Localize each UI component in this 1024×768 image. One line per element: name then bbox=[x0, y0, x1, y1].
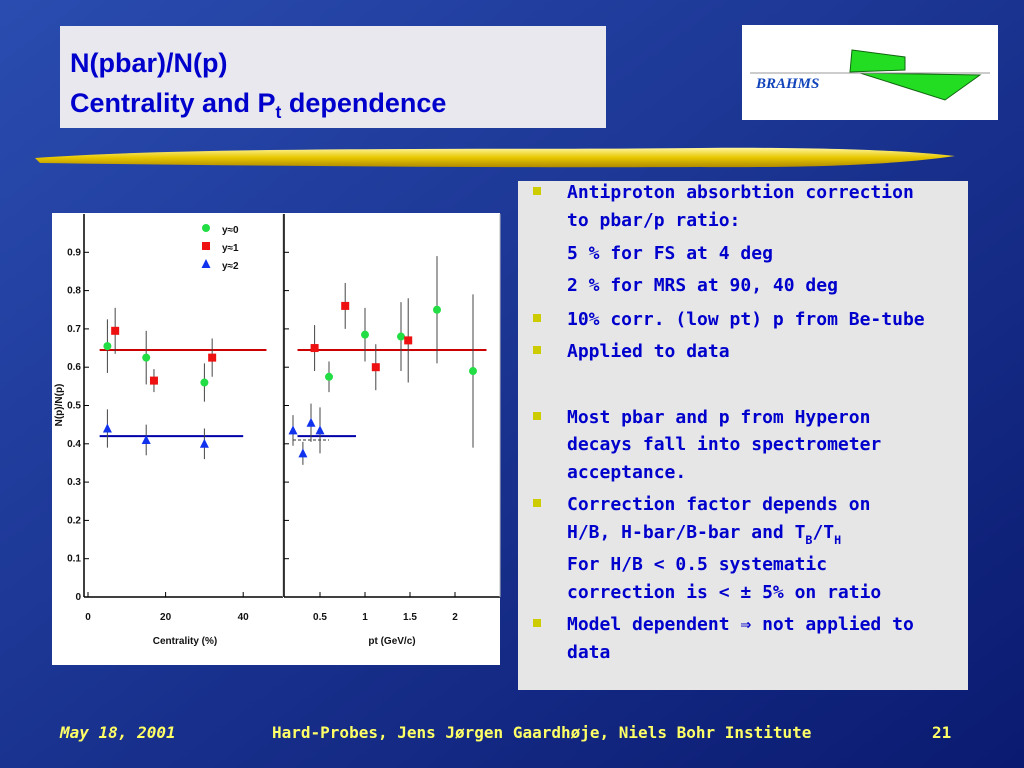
bullet-text: correction is < ± 5% on ratio bbox=[567, 582, 881, 603]
bullet-text: 5 % for FS at 4 deg bbox=[567, 243, 773, 264]
bullet-text: Antiproton absorbtion correction bbox=[567, 182, 914, 203]
x-axis-label: pt (GeV/c) bbox=[368, 636, 415, 647]
y-tick-label: 0.1 bbox=[67, 554, 81, 565]
x-tick-label: 20 bbox=[160, 612, 172, 623]
bullet-list: Antiproton absorbtion correction to pbar/… bbox=[533, 182, 925, 663]
logo-wedge bbox=[849, 49, 906, 73]
bullet-text: Most pbar and p from Hyperon bbox=[567, 407, 870, 428]
x-tick-label: 1.5 bbox=[403, 612, 417, 623]
marker bbox=[298, 448, 308, 458]
bullet-square bbox=[533, 346, 541, 354]
bullet-text: H/B, H-bar/B-bar and TB/TH bbox=[567, 522, 841, 547]
footer-page: 21 bbox=[932, 723, 951, 742]
marker bbox=[325, 372, 333, 381]
title-part: Centrality and P bbox=[70, 88, 276, 118]
bullet-text: Applied to data bbox=[567, 341, 730, 362]
bullet-text: acceptance. bbox=[567, 462, 686, 483]
bullet-text: data bbox=[567, 642, 610, 663]
legend-marker bbox=[202, 242, 210, 250]
y-tick-label: 0.2 bbox=[67, 515, 81, 526]
marker bbox=[102, 423, 112, 433]
bullet-text: 2 % for MRS at 90, 40 deg bbox=[567, 275, 838, 296]
title-part: dependence bbox=[281, 88, 446, 118]
marker bbox=[361, 330, 369, 339]
marker bbox=[142, 353, 151, 362]
bullet-part: H/B, H-bar/B-bar and T bbox=[567, 522, 806, 543]
x-tick-label: 2 bbox=[452, 612, 458, 623]
y-tick-label: 0.3 bbox=[67, 477, 81, 488]
bullet-text: Correction factor depends on bbox=[567, 494, 870, 515]
marker bbox=[208, 353, 217, 362]
marker bbox=[149, 376, 158, 385]
y-axis-label: N(p)/N(p) bbox=[54, 384, 65, 427]
footer-date: May 18, 2001 bbox=[59, 723, 176, 742]
marker bbox=[141, 434, 151, 444]
figure: 00.10.20.30.40.50.60.70.80.9N(p)/N(p)0 20… bbox=[54, 214, 501, 647]
x-tick-label: 40 bbox=[238, 612, 250, 623]
bullet-square bbox=[533, 187, 541, 195]
x-tick-label: 0 bbox=[85, 612, 91, 623]
y-tick-label: 0.6 bbox=[67, 362, 81, 373]
y-tick-label: 0.7 bbox=[67, 324, 81, 335]
marker bbox=[111, 326, 120, 335]
marker bbox=[310, 344, 319, 353]
bullet-part: B bbox=[805, 533, 812, 547]
legend-label: y≈2 bbox=[222, 261, 239, 272]
marker bbox=[433, 305, 441, 314]
bullet-square bbox=[533, 314, 541, 322]
bullet-square bbox=[533, 619, 541, 627]
marker bbox=[199, 438, 209, 448]
marker bbox=[200, 378, 209, 387]
legend-label: y≈0 bbox=[222, 225, 239, 236]
y-tick-label: 0.9 bbox=[67, 247, 81, 258]
bullet-text: For H/B < 0.5 systematic bbox=[567, 554, 827, 575]
y-tick-label: 0.4 bbox=[67, 439, 81, 450]
bullet-part: H bbox=[834, 533, 841, 547]
x-tick-label: 0.5 bbox=[313, 612, 327, 623]
marker bbox=[288, 425, 298, 435]
y-tick-label: 0.5 bbox=[67, 401, 81, 412]
marker bbox=[341, 301, 350, 310]
marker bbox=[103, 342, 112, 351]
marker bbox=[306, 417, 316, 427]
title-part: t bbox=[276, 102, 282, 122]
title-line1: N(pbar)/N(p) bbox=[70, 48, 227, 78]
title-box bbox=[60, 26, 606, 128]
x-axis-label: Centrality (%) bbox=[153, 636, 217, 647]
bullet-square bbox=[533, 412, 541, 420]
legend-label: y≈1 bbox=[222, 243, 239, 254]
brush-stroke bbox=[35, 147, 955, 168]
bullet-square bbox=[533, 499, 541, 507]
legend-marker bbox=[201, 259, 211, 268]
logo-wedge bbox=[859, 72, 982, 101]
bullet-text: 10% corr. (low pt) p from Be-tube bbox=[567, 309, 925, 330]
text-box bbox=[518, 181, 968, 690]
marker bbox=[397, 332, 405, 341]
legend-marker bbox=[202, 224, 210, 232]
marker bbox=[469, 367, 477, 376]
marker bbox=[371, 363, 380, 372]
bullet-text: to pbar/p ratio: bbox=[567, 210, 740, 231]
x-tick-label: 1 bbox=[362, 612, 368, 623]
bullet-text: Model dependent ⇒ not applied to bbox=[567, 614, 914, 635]
footer-event: Hard-Probes, Jens Jørgen Gaardhøje, Niel… bbox=[272, 723, 811, 742]
y-tick-label: 0.8 bbox=[67, 286, 81, 297]
logo-text: BRAHMS bbox=[755, 76, 819, 92]
bullet-part: /T bbox=[812, 522, 834, 543]
marker bbox=[404, 336, 413, 345]
title-line2: Centrality and Pt dependence bbox=[70, 88, 446, 122]
bullet-text: decays fall into spectrometer bbox=[567, 434, 881, 455]
y-tick-label: 0 bbox=[75, 592, 81, 603]
figure-box bbox=[52, 213, 500, 665]
marker bbox=[315, 425, 325, 435]
